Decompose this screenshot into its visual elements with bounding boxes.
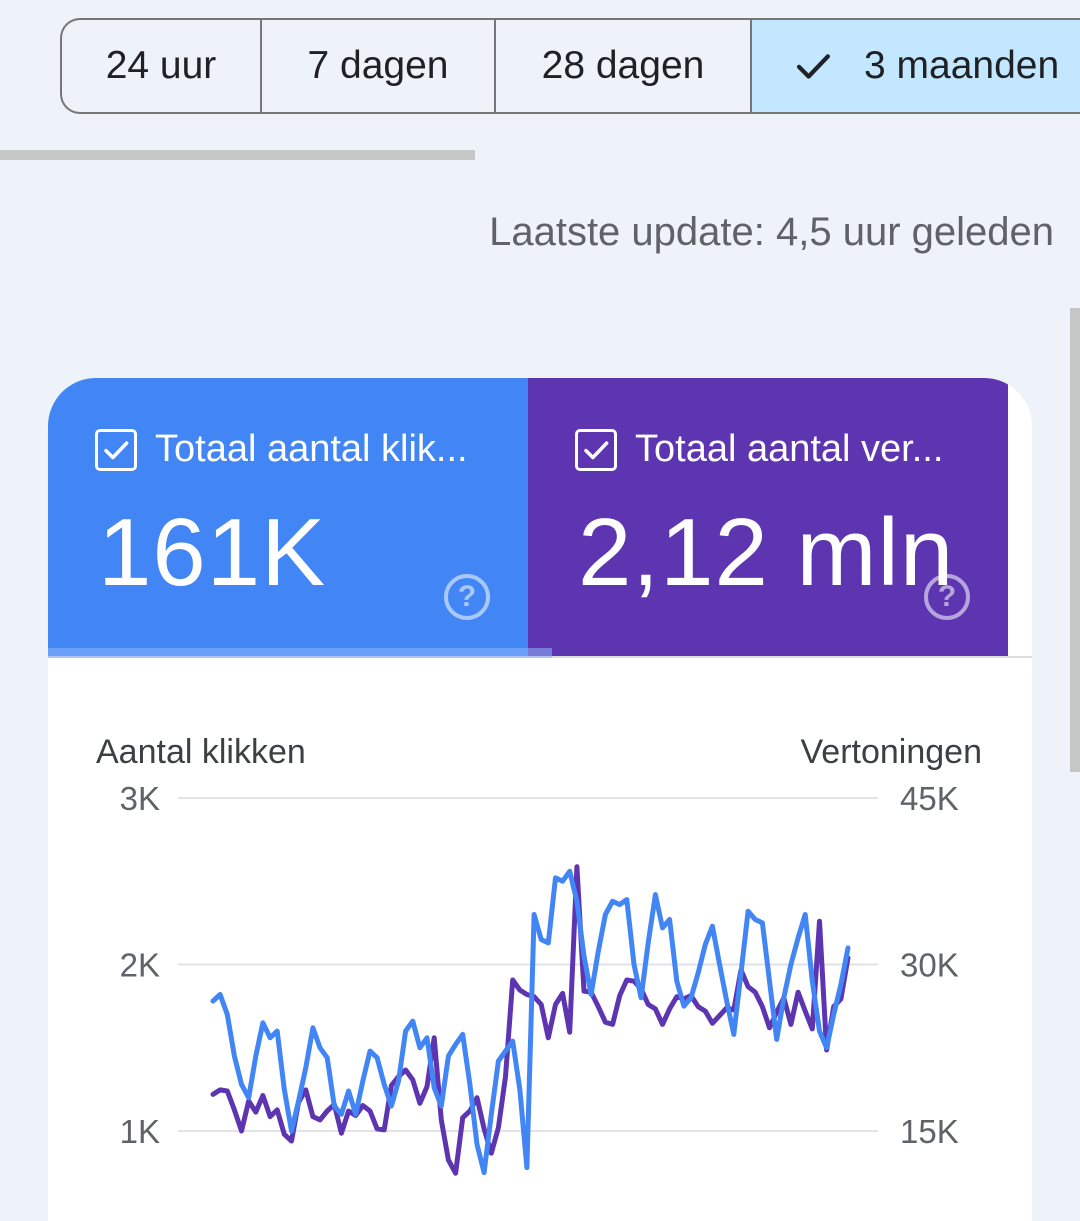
metric-tile-clicks[interactable]: Totaal aantal klik... 161K ?: [48, 378, 528, 658]
metric-value: 2,12 mln: [578, 499, 955, 606]
left-tick-label: 2K: [120, 947, 160, 984]
left-tick-label: 1K: [120, 1113, 160, 1150]
range-option-label: 28 dagen: [541, 44, 705, 87]
right-tick-label: 30K: [900, 947, 959, 984]
range-option-label: 3 maanden: [864, 44, 1060, 87]
metric-tile-impressions[interactable]: Totaal aantal ver... 2,12 mln ?: [528, 378, 1008, 658]
left-axis-title: Aantal klikken: [96, 733, 306, 771]
range-option-28d[interactable]: 28 dagen: [496, 20, 752, 112]
metric-label: Totaal aantal klik...: [155, 428, 468, 470]
metric-label-row: Totaal aantal ver...: [575, 428, 995, 471]
performance-chart[interactable]: 3K 45K 2K 30K 1K 15K: [48, 768, 1032, 1221]
metric-label: Totaal aantal ver...: [635, 428, 944, 470]
series-line-clicks[interactable]: [210, 868, 851, 1176]
selected-tile-indicator: [48, 648, 552, 658]
horizontal-scroll-indicator[interactable]: [0, 150, 475, 160]
check-icon: [796, 54, 830, 79]
range-option-3m[interactable]: 3 maanden: [752, 20, 1080, 112]
help-icon[interactable]: ?: [444, 574, 490, 620]
page-scrollbar[interactable]: [1070, 308, 1080, 772]
date-range-selector: 24 uur 7 dagen 28 dagen 3 maanden: [60, 18, 1080, 114]
right-tick-label: 15K: [900, 1113, 959, 1150]
right-tick-label: 45K: [900, 780, 959, 817]
range-option-label: 7 dagen: [307, 44, 449, 87]
range-option-24h[interactable]: 24 uur: [62, 20, 262, 112]
range-option-7d[interactable]: 7 dagen: [262, 20, 496, 112]
right-axis-title: Vertoningen: [800, 733, 983, 771]
metric-label-row: Totaal aantal klik...: [95, 428, 515, 471]
performance-card: Totaal aantal klik... 161K ? Totaal aant…: [48, 378, 1032, 1221]
help-icon[interactable]: ?: [924, 574, 970, 620]
left-tick-label: 3K: [120, 780, 160, 817]
checkbox-checked-icon[interactable]: [575, 428, 617, 471]
checkbox-checked-icon[interactable]: [95, 428, 137, 471]
range-option-label: 24 uur: [105, 44, 217, 87]
last-update-text: Laatste update: 4,5 uur geleden: [489, 210, 1054, 254]
metric-value: 161K: [98, 499, 327, 606]
